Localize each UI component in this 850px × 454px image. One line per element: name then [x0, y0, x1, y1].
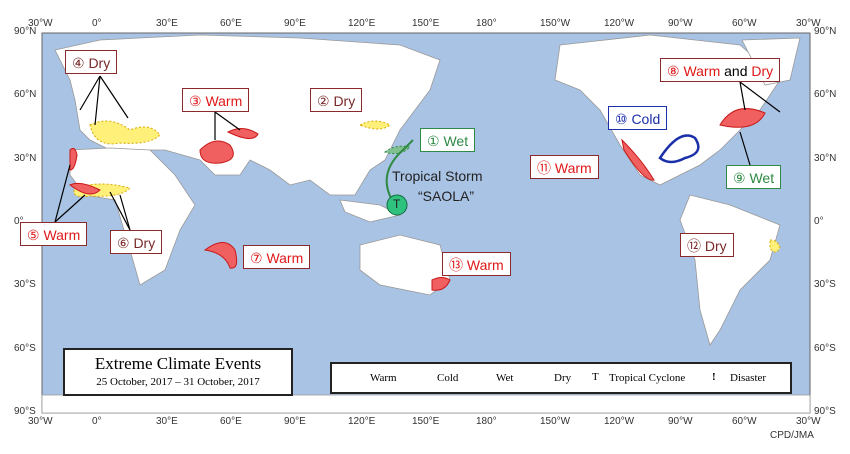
callout: ⑤ Warm [20, 222, 88, 246]
lat-label: 60°N [814, 89, 837, 101]
lon-label: 120°W [604, 416, 635, 427]
legend-label: Tropical Cyclone [609, 372, 686, 384]
title-box: Extreme Climate Events 25 October, 2017 … [63, 348, 293, 396]
lon-label: 30°E [156, 18, 178, 29]
lon-label: 180° [476, 416, 497, 427]
legend-icon: T [592, 371, 599, 383]
lat-label: 30°S [814, 279, 836, 291]
lon-label: 90°E [284, 18, 306, 29]
lat-label: 60°S [814, 342, 836, 354]
title: Extreme Climate Events [94, 354, 262, 373]
callout: ⑨ Wet [726, 165, 782, 189]
lon-label: 60°E [220, 416, 242, 427]
lon-label: 30°W [796, 416, 821, 427]
lon-label: 90°W [668, 18, 693, 29]
legend-icon: ! [712, 371, 716, 383]
callout: ⑫ Dry [680, 233, 734, 257]
lon-label: 60°E [220, 18, 242, 29]
lon-label: 30°W [796, 18, 821, 29]
lon-label: 150°E [412, 18, 440, 29]
lat-label: 0° [14, 216, 24, 227]
period: 25 October, 2017 – 31 October, 2017 [96, 376, 260, 388]
lon-label: 60°W [732, 416, 757, 427]
lat-label: 90°S [14, 406, 36, 417]
callout: ① Wet [420, 128, 476, 152]
credit: CPD/JMA [770, 430, 814, 441]
lon-label: 60°W [732, 18, 757, 29]
lat-label: 90°N [814, 26, 837, 37]
lat-label: 60°S [14, 342, 36, 354]
legend: Warm Cold Wet Dry T Tropical Cyclone ! D… [330, 362, 792, 394]
callout: ④ Dry [65, 50, 118, 74]
lat-label: 60°N [14, 89, 37, 101]
legend-label: Cold [437, 372, 459, 384]
lon-label: 180° [476, 18, 497, 29]
callout: ⑪ Warm [530, 155, 599, 179]
storm-label: Tropical Storm [392, 168, 483, 184]
lon-label: 90°E [284, 416, 306, 427]
callout-part: Dry [751, 63, 774, 79]
lon-label: 0° [92, 416, 102, 427]
legend-label: Dry [554, 372, 572, 384]
lat-label: 30°N [14, 152, 37, 164]
lon-label: 120°W [604, 18, 635, 29]
callout: ⑬ Warm [442, 252, 511, 276]
lon-label: 0° [92, 18, 102, 29]
callout: ⑥ Dry [110, 230, 163, 254]
callout-part: ⑧ Warm [667, 63, 721, 79]
lon-label: 120°E [348, 18, 376, 29]
lon-label: 150°W [540, 416, 571, 427]
lat-label: 90°S [814, 406, 836, 417]
callout: ② Dry [310, 88, 363, 112]
callout: ⑧ Warm and Dry [660, 58, 781, 82]
lon-label: 150°E [412, 416, 440, 427]
lon-label: 30°W [28, 416, 53, 427]
legend-label: Disaster [730, 372, 767, 384]
storm-icon: T [393, 197, 401, 211]
lon-label: 30°E [156, 416, 178, 427]
lon-label: 30°W [28, 18, 53, 29]
lon-label: 150°W [540, 18, 571, 29]
legend-label: Wet [496, 372, 514, 384]
lat-label: 90°N [14, 26, 37, 37]
lat-label: 0° [814, 216, 824, 227]
lon-label: 90°W [668, 416, 693, 427]
pointers [54, 75, 781, 231]
callout-part: and [724, 63, 748, 79]
lat-label: 30°S [14, 279, 36, 291]
callout: ③ Warm [182, 88, 250, 112]
callout: ⑩ Cold [608, 106, 668, 130]
legend-label: Warm [370, 372, 397, 384]
callout: ⑦ Warm [243, 245, 311, 269]
anomalies [69, 108, 781, 291]
lat-label: 30°N [814, 152, 837, 164]
storm-name: “SAOLA” [418, 188, 475, 204]
lon-label: 120°E [348, 416, 376, 427]
